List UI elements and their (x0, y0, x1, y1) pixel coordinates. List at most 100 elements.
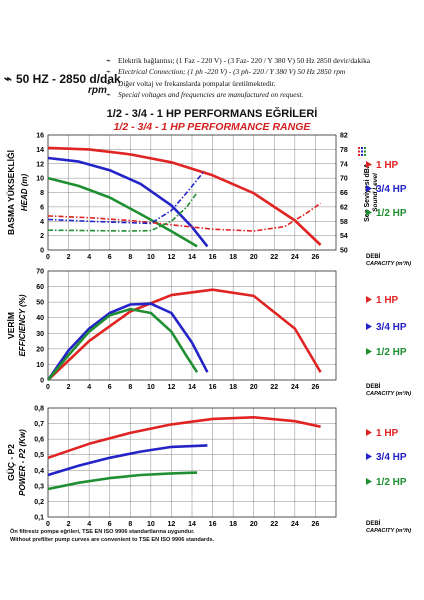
x-tick-label: 16 (209, 384, 217, 391)
series-line-3-4-HP (47, 156, 209, 248)
x-tick-label: 18 (229, 384, 237, 391)
y-tick-label: 0,3 (34, 483, 44, 490)
y-tick-label: 0,1 (34, 515, 44, 522)
x-tick-label: 26 (312, 521, 320, 528)
chart-title-tr: 1/2 - 3/4 - 1 HP PERFORMANS EĞRİLERİ (106, 108, 318, 120)
footer-note-tr: Ön filtresiz pompa eğrileri, TSE EN ISO … (10, 529, 195, 535)
x-tick-label: 4 (87, 384, 91, 391)
legend-label: 1/2 HP (376, 208, 407, 219)
note-voltages-en: Special voltages and frequencies are man… (118, 90, 304, 99)
footer-note-en: Without prefilter pump curves are conven… (10, 537, 215, 543)
y2-tick-label: 78 (340, 147, 348, 154)
legend-arrow-icon (366, 323, 372, 330)
y-tick-label: 0 (40, 378, 44, 385)
lightning-icon: ⌁ (106, 90, 111, 99)
x-tick-label: 14 (188, 384, 196, 391)
legend-arrow-icon (366, 161, 372, 168)
y-tick-label: 60 (36, 284, 44, 291)
y2-tick-label: 54 (340, 233, 348, 240)
plot-frame (47, 407, 337, 518)
lightning-icon: ⌁ (106, 67, 111, 76)
series-line-1-2-HP (47, 471, 198, 491)
x-tick-label: 18 (229, 254, 237, 261)
hdr-speed-wrap: ⌁ (4, 71, 12, 87)
series-line-1-HP (47, 416, 321, 460)
x-tick-label: 12 (168, 254, 176, 261)
legend-label: 1/2 HP (376, 477, 407, 488)
x-tick-label: 24 (291, 384, 299, 391)
x-tick-label: 16 (209, 254, 217, 261)
x-tick-label: 14 (188, 521, 196, 528)
x-tick-label: 6 (108, 254, 112, 261)
y-tick-label: 0,2 (34, 499, 44, 506)
y2-axis-label-en: Sound Level (372, 173, 379, 212)
y-tick-label: 10 (36, 176, 44, 183)
y2-tick-label: 62 (340, 204, 348, 211)
note-voltages-tr: Diğer voltaj ve frekanslarda pompalar ür… (118, 79, 276, 88)
sound-line-1-HP (47, 202, 322, 232)
note-electrical-en: Electrical Connection; (1 ph -220 V) - (… (118, 67, 346, 76)
legend-label: 1 HP (376, 160, 399, 171)
plot-frame (47, 270, 337, 381)
x-tick-label: 4 (87, 521, 91, 528)
lightning-icon: ⌁ (106, 79, 111, 88)
x-tick-label: 26 (312, 254, 320, 261)
y-tick-label: 0,6 (34, 437, 44, 444)
x-axis-label-tr: DEBİ (366, 520, 381, 527)
x-tick-label: 10 (147, 384, 155, 391)
x-tick-label: 0 (46, 254, 50, 261)
y-tick-label: 0,7 (34, 421, 44, 428)
x-tick-label: 20 (250, 384, 258, 391)
y-axis-label-tr: GÜÇ - P2 (6, 444, 16, 481)
x-axis-label-en: CAPACITY (m³/h) (366, 260, 411, 267)
legend-arrow-icon (366, 478, 372, 485)
y-tick-label: 8 (40, 190, 44, 197)
x-tick-label: 8 (128, 384, 132, 391)
y-axis-label-en: EFFICIENCY (%) (18, 294, 27, 356)
y2-tick-label: 58 (340, 219, 348, 226)
x-tick-label: 0 (46, 521, 50, 528)
legend-arrow-icon (366, 209, 372, 216)
x-axis-label-en: CAPACITY (m³/h) (366, 390, 411, 397)
x-tick-label: 0 (46, 384, 50, 391)
x-tick-label: 12 (168, 384, 176, 391)
x-tick-label: 22 (270, 384, 278, 391)
x-tick-label: 18 (229, 521, 237, 528)
legend-label: 1 HP (376, 295, 399, 306)
y-tick-label: 0,4 (34, 468, 44, 475)
series-line-1-HP (47, 146, 322, 246)
x-tick-label: 22 (270, 521, 278, 528)
plot-frame (47, 134, 337, 251)
legend-arrow-icon (366, 348, 372, 355)
y-tick-label: 2 (40, 233, 44, 240)
y-tick-label: 12 (36, 161, 44, 168)
series-line-1-HP (47, 288, 322, 381)
x-tick-label: 8 (128, 521, 132, 528)
x-tick-label: 8 (128, 254, 132, 261)
legend-label: 3/4 HP (376, 184, 407, 195)
rpm-label: rpm (88, 85, 107, 96)
x-tick-label: 6 (108, 521, 112, 528)
y-tick-label: 4 (40, 219, 44, 226)
x-tick-label: 2 (67, 521, 71, 528)
y-tick-label: 10 (36, 362, 44, 369)
x-tick-label: 10 (147, 254, 155, 261)
x-tick-label: 12 (168, 521, 176, 528)
y-axis-label-tr: VERİM (6, 312, 16, 339)
series-line-3-4-HP (47, 444, 208, 477)
series-line-1-2-HP (46, 307, 199, 381)
y-tick-label: 6 (40, 204, 44, 211)
y2-tick-label: 66 (340, 190, 348, 197)
y-tick-label: 20 (36, 346, 44, 353)
lightning-icon: ⌁ (4, 71, 12, 86)
y-tick-label: 50 (36, 300, 44, 307)
x-tick-label: 16 (209, 521, 217, 528)
speed-label: 50 HZ - 2850 d/dak (16, 72, 121, 86)
series-line-1-2-HP (47, 176, 198, 248)
legend-arrow-icon (366, 296, 372, 303)
legend-label: 3/4 HP (376, 452, 407, 463)
y2-tick-label: 70 (340, 176, 348, 183)
sound-line-1-2-HP (47, 192, 198, 232)
x-axis-label-tr: DEBİ (366, 383, 381, 390)
